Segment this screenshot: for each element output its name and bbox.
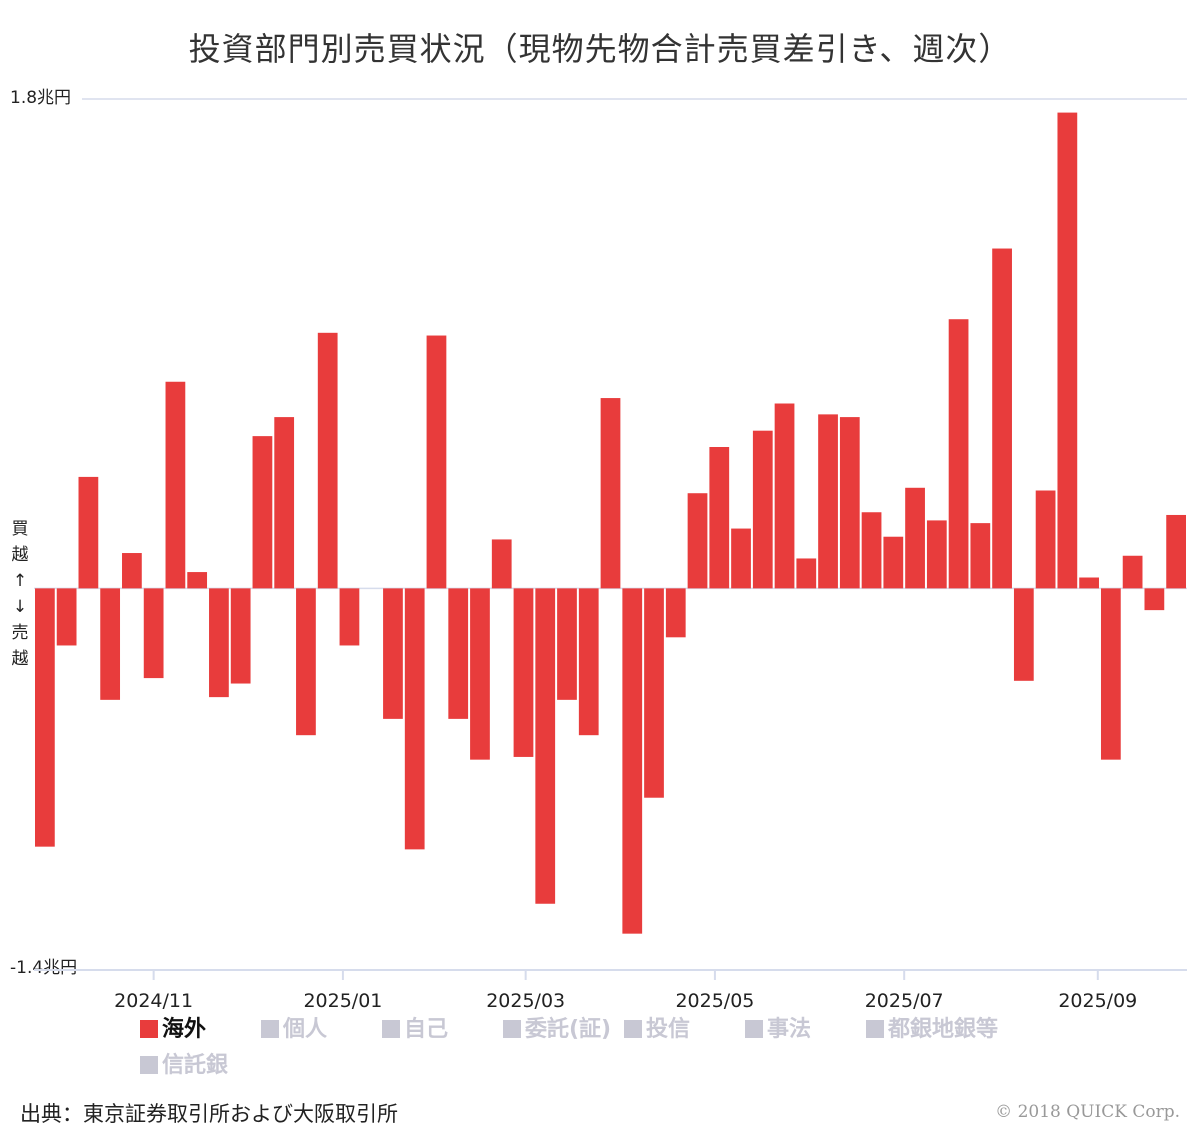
legend-swatch — [140, 1056, 158, 1074]
bar — [35, 588, 55, 847]
bar — [752, 430, 773, 589]
bar — [230, 588, 251, 684]
bar — [818, 414, 838, 589]
bar — [143, 588, 164, 679]
bar — [1166, 514, 1186, 589]
bar — [535, 588, 556, 904]
bar — [731, 528, 751, 589]
bar — [883, 536, 904, 589]
bar — [774, 403, 795, 589]
sell-over-label: ↓ 売 越 — [8, 594, 32, 672]
legend-label: 個人 — [283, 1017, 328, 1042]
legend-item[interactable]: 自己 — [382, 1014, 503, 1050]
bar — [926, 520, 947, 589]
x-tick-label: 2025/09 — [1058, 990, 1137, 1010]
legend-swatch — [866, 1020, 884, 1038]
bar — [100, 588, 121, 700]
bar — [404, 588, 425, 850]
bar — [470, 588, 490, 760]
x-tick-label: 2025/01 — [303, 990, 382, 1010]
bar — [796, 558, 817, 589]
y-axis-max-label: 1.8兆円 — [10, 88, 72, 108]
legend-swatch — [503, 1020, 521, 1038]
bar-chart: 2024/11 2025/01 2025/03 2025/05 2025/07 2025/… — [34, 98, 1187, 1010]
legend-swatch — [745, 1020, 763, 1038]
x-tick-label: 2025/05 — [675, 990, 754, 1010]
bar — [122, 553, 142, 589]
down-arrow-icon: ↓ — [12, 597, 28, 617]
x-tick-label: 2025/07 — [865, 990, 944, 1010]
legend-item[interactable]: 信託銀 — [140, 1050, 261, 1086]
legend-swatch — [382, 1020, 400, 1038]
legend-label: 都銀地銀等 — [888, 1017, 999, 1042]
bar — [1013, 588, 1034, 681]
bar — [317, 332, 338, 589]
bar — [557, 588, 577, 700]
bar — [992, 248, 1012, 589]
bar — [78, 476, 99, 589]
source-note: 出典：東京証券取引所および大阪取引所 — [20, 1102, 398, 1126]
bar — [165, 381, 186, 589]
bar — [187, 572, 208, 589]
bar — [905, 487, 925, 589]
legend-item[interactable]: 海外 — [140, 1014, 261, 1050]
legend-label: 事法 — [767, 1017, 812, 1042]
bar — [665, 588, 686, 638]
bar — [839, 417, 860, 589]
buy-over-char-2: 越 — [11, 545, 29, 565]
legend-label: 委託(証) — [525, 1017, 612, 1042]
bar — [687, 493, 708, 589]
x-tick-label: 2025/03 — [486, 990, 565, 1010]
legend: 海外 個人 自己 委託(証) 投信 事法 都銀地銀等信託銀 — [140, 1014, 1100, 1086]
bar — [622, 588, 643, 934]
legend-swatch — [140, 1020, 158, 1038]
bar — [600, 398, 621, 589]
legend-item[interactable]: 都銀地銀等 — [866, 1014, 998, 1050]
legend-label: 自己 — [404, 1017, 449, 1042]
bar — [252, 436, 273, 589]
y-axis-min-label: -1.4兆円 — [10, 958, 78, 978]
bar — [1144, 588, 1165, 611]
bar — [1035, 490, 1056, 589]
bar — [426, 335, 447, 589]
legend-item[interactable]: 事法 — [745, 1014, 866, 1050]
legend-item[interactable]: 投信 — [624, 1014, 745, 1050]
up-arrow-icon: ↑ — [12, 571, 28, 591]
x-tick-label: 2024/11 — [114, 990, 193, 1010]
sell-over-char-2: 越 — [11, 649, 29, 669]
bar — [1057, 112, 1078, 589]
bar — [491, 539, 512, 589]
bar — [709, 447, 730, 589]
bar — [948, 319, 969, 589]
bar — [1100, 588, 1121, 760]
bar — [970, 523, 991, 589]
legend-label: 信託銀 — [162, 1053, 229, 1078]
legend-label: 投信 — [646, 1017, 691, 1042]
legend-item[interactable]: 個人 — [261, 1014, 382, 1050]
legend-item[interactable]: 委託(証) — [503, 1014, 624, 1050]
bar — [1122, 555, 1143, 589]
bar — [209, 588, 229, 698]
bar — [339, 588, 360, 646]
bar — [383, 588, 403, 719]
bar — [56, 588, 77, 646]
bar — [578, 588, 599, 736]
chart-title: 投資部門別売買状況（現物先物合計売買差引き、週次） — [188, 30, 1012, 68]
bar — [274, 417, 295, 589]
bar — [1079, 577, 1099, 589]
copyright-note: © 2018 QUICK Corp. — [995, 1102, 1180, 1122]
legend-swatch — [624, 1020, 642, 1038]
bar — [644, 588, 664, 798]
legend-label: 海外 — [162, 1017, 207, 1042]
sell-over-char-1: 売 — [11, 623, 29, 643]
bar — [513, 588, 534, 757]
buy-over-label: 買 越 ↑ — [8, 516, 32, 594]
bar — [296, 588, 316, 736]
legend-swatch — [261, 1020, 279, 1038]
buy-over-char-1: 買 — [11, 519, 29, 539]
bar — [861, 512, 882, 589]
bar — [448, 588, 469, 719]
